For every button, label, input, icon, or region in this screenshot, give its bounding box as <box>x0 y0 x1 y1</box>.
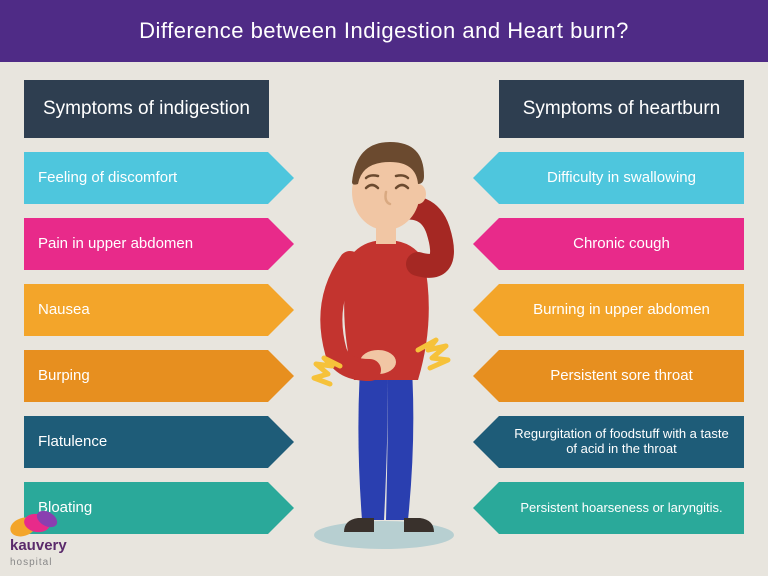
indigestion-item: Burping <box>24 350 268 402</box>
heartburn-item: Persistent hoarseness or laryngitis. <box>499 482 744 534</box>
indigestion-item: Feeling of discomfort <box>24 152 268 204</box>
heartburn-item: Regurgitation of foodstuff with a taste … <box>499 416 744 468</box>
logo-sub: hospital <box>10 557 52 568</box>
item-label: Regurgitation of foodstuff with a taste … <box>513 427 730 457</box>
item-label: Difficulty in swallowing <box>547 169 696 186</box>
heartburn-item: Burning in upper abdomen <box>499 284 744 336</box>
indigestion-item: Flatulence <box>24 416 268 468</box>
logo-icon <box>10 512 56 536</box>
item-label: Burping <box>38 367 90 384</box>
heartburn-item: Persistent sore throat <box>499 350 744 402</box>
indigestion-item: Pain in upper abdomen <box>24 218 268 270</box>
item-label: Persistent hoarseness or laryngitis. <box>520 501 722 516</box>
heartburn-item: Chronic cough <box>499 218 744 270</box>
person-illustration <box>300 130 468 550</box>
item-label: Flatulence <box>38 433 107 450</box>
item-label: Feeling of discomfort <box>38 169 177 186</box>
item-label: Nausea <box>38 301 90 318</box>
indigestion-item: Nausea <box>24 284 268 336</box>
logo-name: kauvery <box>10 538 67 553</box>
item-label: Burning in upper abdomen <box>533 301 710 318</box>
item-label: Chronic cough <box>573 235 670 252</box>
shadow <box>314 521 454 549</box>
heartburn-item: Difficulty in swallowing <box>499 152 744 204</box>
left-column-header: Symptoms of indigestion <box>24 80 269 138</box>
item-label: Persistent sore throat <box>550 367 693 384</box>
brand-logo: kauvery hospital <box>10 512 67 568</box>
page-title: Difference between Indigestion and Heart… <box>0 0 768 62</box>
right-column-header: Symptoms of heartburn <box>499 80 744 138</box>
item-label: Pain in upper abdomen <box>38 235 193 252</box>
